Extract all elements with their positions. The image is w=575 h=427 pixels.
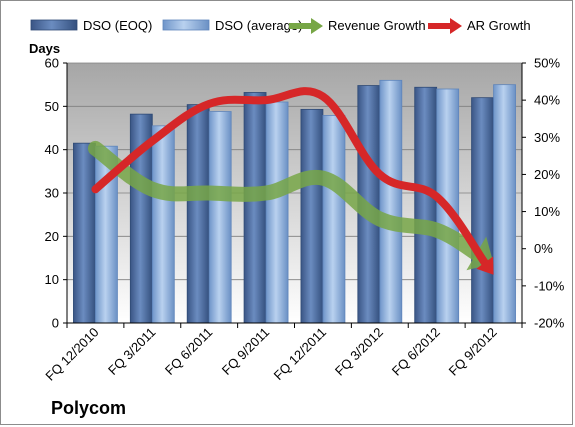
x-tick-label: FQ 9/2011 — [219, 325, 272, 378]
x-tick-label: FQ 9/2012 — [446, 325, 500, 379]
arrow-ar-growth — [91, 87, 489, 267]
right-tick-label: -20% — [534, 316, 565, 331]
arrow-revenue-growth — [87, 140, 484, 261]
legend-label-dso-eoq: DSO (EOQ) — [83, 18, 152, 33]
right-tick-label: 20% — [534, 167, 560, 182]
bar-dso-eoq — [73, 142, 96, 324]
bar-dso-eoq — [414, 86, 438, 324]
y-axis-title: Days — [29, 41, 60, 56]
legend-label-revenue-growth: Revenue Growth — [328, 18, 426, 33]
bar-dso-eoq — [471, 97, 494, 324]
bar-dso-eoq — [186, 104, 210, 324]
bar-dso-average — [151, 125, 175, 324]
legend-arrowhead-revenue-growth — [311, 18, 323, 34]
legend-label-dso-average: DSO (average) — [215, 18, 302, 33]
left-tick-label: 50 — [45, 99, 59, 114]
left-tick-label: 20 — [45, 229, 59, 244]
legend-swatch-dso-eoq — [30, 19, 78, 31]
left-axis-ticks: 0 10 20 30 40 50 60 — [45, 56, 67, 331]
bar-dso-average — [265, 101, 289, 324]
right-tick-label: 30% — [534, 130, 560, 145]
legend-label-ar-growth: AR Growth — [467, 18, 531, 33]
bar-dso-eoq — [300, 108, 324, 324]
bar-dso-average — [493, 84, 516, 324]
legend-item-dso-eoq: DSO (EOQ) — [30, 18, 152, 33]
left-tick-label: 0 — [52, 316, 59, 331]
bar-dso-average — [322, 115, 346, 324]
growth-arrows — [87, 87, 494, 275]
x-tick-label: FQ 12/2011 — [271, 325, 329, 383]
left-tick-label: 30 — [45, 186, 59, 201]
x-axis-ticks: FQ 12/2010 FQ 3/2011 FQ 6/2011 FQ 9/2011FQ … — [42, 323, 523, 384]
arrowhead-ar-growth — [476, 256, 494, 275]
company-name: Polycom — [51, 398, 126, 418]
right-tick-label: 40% — [534, 93, 560, 108]
legend-swatch-dso-average — [162, 19, 210, 31]
right-tick-label: 0% — [534, 241, 553, 256]
right-axis-ticks: -20% -10% 0% 10% 20% 30% 40% 50% — [522, 56, 565, 331]
bar-dso-average — [208, 111, 232, 324]
x-tick-label: FQ 3/2011 — [105, 325, 158, 378]
x-tick-label: FQ 6/2011 — [162, 325, 215, 378]
bar-dso-average — [379, 79, 403, 324]
x-tick-label: FQ 12/2010 — [42, 325, 101, 384]
legend-item-dso-average: DSO (average) — [162, 18, 302, 33]
x-tick-label: FQ 3/2012 — [332, 325, 386, 379]
bar-dso-eoq — [243, 92, 267, 324]
legend-item-ar-growth: AR Growth — [428, 18, 531, 34]
legend-item-revenue-growth: Revenue Growth — [289, 18, 426, 34]
legend: DSO (EOQ) DSO (average) Revenue Growth A… — [30, 18, 531, 34]
left-tick-label: 60 — [45, 56, 59, 71]
right-tick-label: 10% — [534, 204, 560, 219]
left-tick-label: 10 — [45, 272, 59, 287]
left-tick-label: 40 — [45, 142, 59, 157]
legend-arrowhead-ar-growth — [450, 18, 462, 34]
right-tick-label: -10% — [534, 278, 565, 293]
x-tick-label: FQ 6/2012 — [389, 325, 443, 379]
right-tick-label: 50% — [534, 56, 560, 71]
